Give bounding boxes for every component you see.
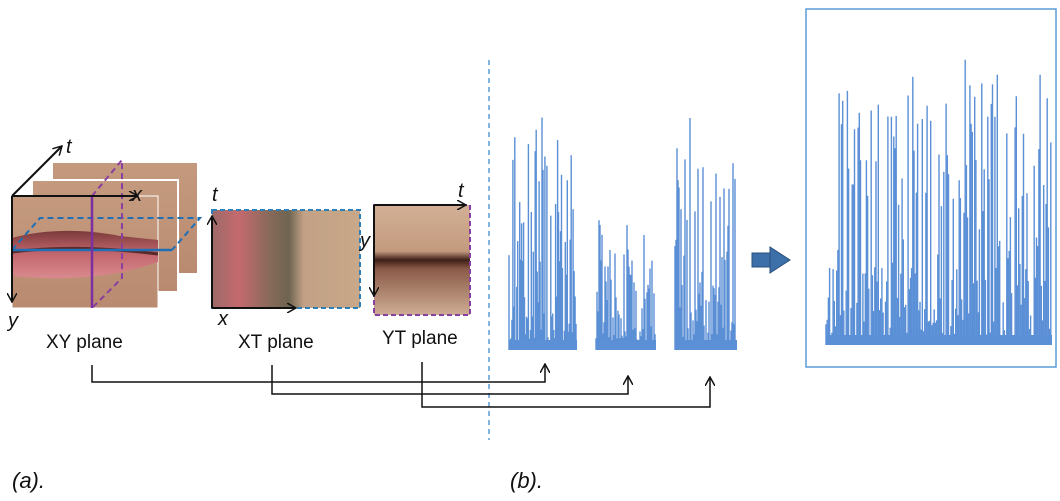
- histogram-xt: [595, 220, 656, 350]
- connector-xy: [91, 364, 545, 383]
- connector-yt: [421, 362, 710, 408]
- connector-arrows: [91, 362, 710, 408]
- xy-t-axis-label: t: [66, 136, 72, 158]
- xy-x-axis-label: x: [132, 184, 142, 206]
- yt-y-axis-label: y: [360, 230, 370, 252]
- yt-plane-outline: [91, 157, 123, 309]
- t-axis-arrow: [11, 146, 62, 197]
- histogram-concatenated: [825, 59, 1052, 345]
- yt-plane-label: YT plane: [382, 328, 458, 349]
- xy-y-axis-label: y: [8, 310, 18, 332]
- xt-t-axis-label: t: [212, 184, 218, 206]
- histogram-yt: [674, 118, 737, 350]
- xt-x-axis-label: x: [218, 308, 228, 330]
- xy-plane-label: XY plane: [46, 332, 123, 353]
- caption-a: (a).: [12, 468, 45, 493]
- histogram-baseline: [826, 335, 1052, 345]
- xt-plane-label: XT plane: [238, 332, 314, 353]
- xt-plane-image: [212, 209, 361, 308]
- histogram-baseline: [675, 340, 737, 350]
- xt-plane-outline: [11, 217, 203, 251]
- xy-frame-front: [11, 195, 159, 309]
- xy-frame-stack: [11, 146, 203, 309]
- connector-xt: [271, 365, 628, 395]
- histogram-baseline: [596, 340, 656, 350]
- caption-b: (b).: [510, 468, 543, 493]
- yt-t-axis-label: t: [458, 180, 464, 202]
- histogram-baseline: [509, 340, 577, 350]
- histogram-xy: [508, 117, 577, 350]
- yt-plane-image: [374, 205, 471, 316]
- arrow-right-icon: [751, 246, 791, 274]
